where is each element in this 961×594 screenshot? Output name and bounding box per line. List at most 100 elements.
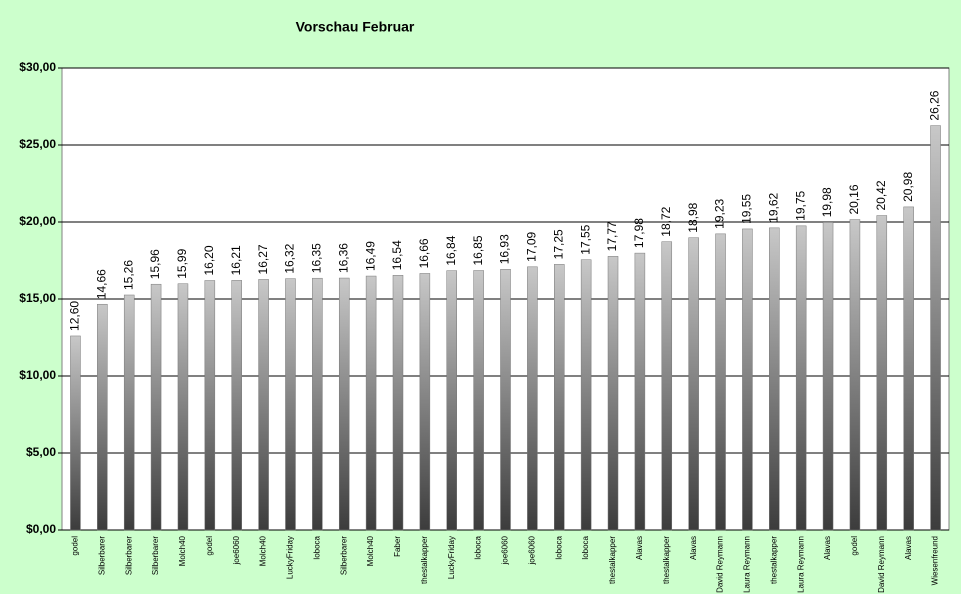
bar: [258, 279, 269, 531]
x-tick-label: loboca: [581, 535, 590, 559]
x-tick-label: Faber: [393, 536, 402, 557]
value-label: 17,98: [632, 218, 646, 248]
bar: [419, 273, 431, 531]
x-tick-label: Wiesenfreund: [931, 536, 940, 585]
x-tick-label: joe6060: [501, 535, 510, 565]
bar: [97, 303, 108, 531]
value-label: 18,98: [686, 202, 700, 232]
value-label: 19,75: [793, 190, 807, 220]
value-label: 20,98: [901, 172, 915, 202]
value-label: 20,16: [847, 184, 861, 214]
value-label: 16,35: [310, 243, 324, 273]
value-label: 20,42: [874, 180, 888, 210]
bar: [661, 241, 673, 531]
bar: [123, 294, 135, 531]
x-tick-label: Laura Reymann: [743, 536, 752, 593]
bar: [177, 283, 189, 531]
x-tick-label: joe6060: [527, 535, 536, 565]
x-tick-label: Molch40: [366, 535, 375, 566]
value-label: 16,85: [471, 235, 485, 265]
bar: [285, 278, 296, 531]
x-tick-label: loboca: [312, 535, 321, 559]
value-label: 16,20: [202, 245, 216, 275]
y-tick-label: $5,00: [26, 445, 56, 459]
value-label: 18,72: [659, 206, 673, 236]
x-tick-label: thestalkapper: [420, 536, 429, 584]
x-tick-label: LuckyFriday: [447, 536, 456, 579]
x-tick-label: Silberbarer: [151, 536, 160, 575]
value-label: 16,93: [498, 234, 512, 264]
bar: [446, 270, 457, 531]
value-label: 12,60: [68, 301, 82, 331]
value-label: 14,66: [94, 269, 108, 299]
bar: [312, 277, 323, 531]
x-tick-label: Alavas: [904, 536, 913, 560]
value-label: 19,62: [766, 192, 780, 222]
bar: [338, 277, 350, 531]
x-tick-label: godel: [850, 536, 859, 556]
x-tick-label: Alavas: [635, 536, 644, 560]
bar: [365, 275, 377, 531]
bar: [527, 266, 538, 531]
value-label: 16,49: [363, 241, 377, 271]
bar: [822, 222, 834, 531]
x-tick-label: David Reymann: [716, 536, 725, 593]
bar: [688, 237, 699, 531]
value-label: 17,09: [525, 231, 539, 261]
y-tick-label: $0,00: [26, 522, 56, 536]
bar: [500, 269, 511, 531]
value-label: 16,84: [444, 235, 458, 265]
bar: [580, 259, 592, 531]
y-tick-label: $20,00: [19, 214, 56, 228]
value-label: 16,54: [390, 240, 404, 270]
x-tick-label: loboca: [474, 535, 483, 559]
y-tick-label: $10,00: [19, 368, 56, 382]
bar: [473, 270, 484, 531]
x-tick-label: thestalkapper: [769, 536, 778, 584]
x-tick-label: David Reymann: [877, 536, 886, 593]
x-tick-label: Alavas: [823, 536, 832, 560]
bar: [849, 219, 861, 531]
x-tick-label: godel: [205, 536, 214, 556]
y-tick-label: $30,00: [19, 60, 56, 74]
value-label: 15,26: [121, 260, 135, 290]
bar: [795, 225, 807, 531]
x-tick-label: Silberbarer: [124, 536, 133, 575]
bar: [903, 206, 914, 531]
value-label: 19,98: [820, 187, 834, 217]
bar: [930, 125, 941, 531]
value-label: 17,25: [551, 229, 565, 259]
bar: [715, 233, 726, 531]
bar: [392, 275, 404, 531]
bar: [554, 264, 565, 531]
bar: [742, 228, 753, 531]
value-label: 17,77: [605, 221, 619, 251]
bar: [231, 280, 242, 531]
y-tick-label: $15,00: [19, 291, 56, 305]
bar: [607, 256, 619, 531]
x-tick-label: godel: [71, 536, 80, 556]
bar: [876, 215, 888, 531]
chart-title: Vorschau Februar: [296, 19, 415, 35]
x-tick-label: Molch40: [259, 535, 268, 566]
x-tick-label: loboca: [554, 535, 563, 559]
value-label: 15,96: [148, 249, 162, 279]
x-tick-label: Molch40: [178, 535, 187, 566]
bar: [70, 335, 81, 531]
x-tick-label: joe6060: [232, 535, 241, 565]
bar: [204, 280, 216, 531]
value-label: 15,99: [175, 248, 189, 278]
x-tick-label: Silberbarer: [97, 536, 106, 575]
x-tick-label: thestalkapper: [608, 536, 617, 584]
value-label: 26,26: [928, 90, 942, 120]
value-label: 16,32: [283, 243, 297, 273]
x-tick-label: Silberbarer: [339, 536, 348, 575]
value-label: 16,66: [417, 238, 431, 268]
x-tick-label: Alavas: [689, 536, 698, 560]
value-label: 16,36: [336, 243, 350, 273]
bar: [769, 227, 780, 531]
value-label: 17,55: [578, 224, 592, 254]
bar: [634, 252, 646, 531]
bar: [150, 283, 162, 531]
